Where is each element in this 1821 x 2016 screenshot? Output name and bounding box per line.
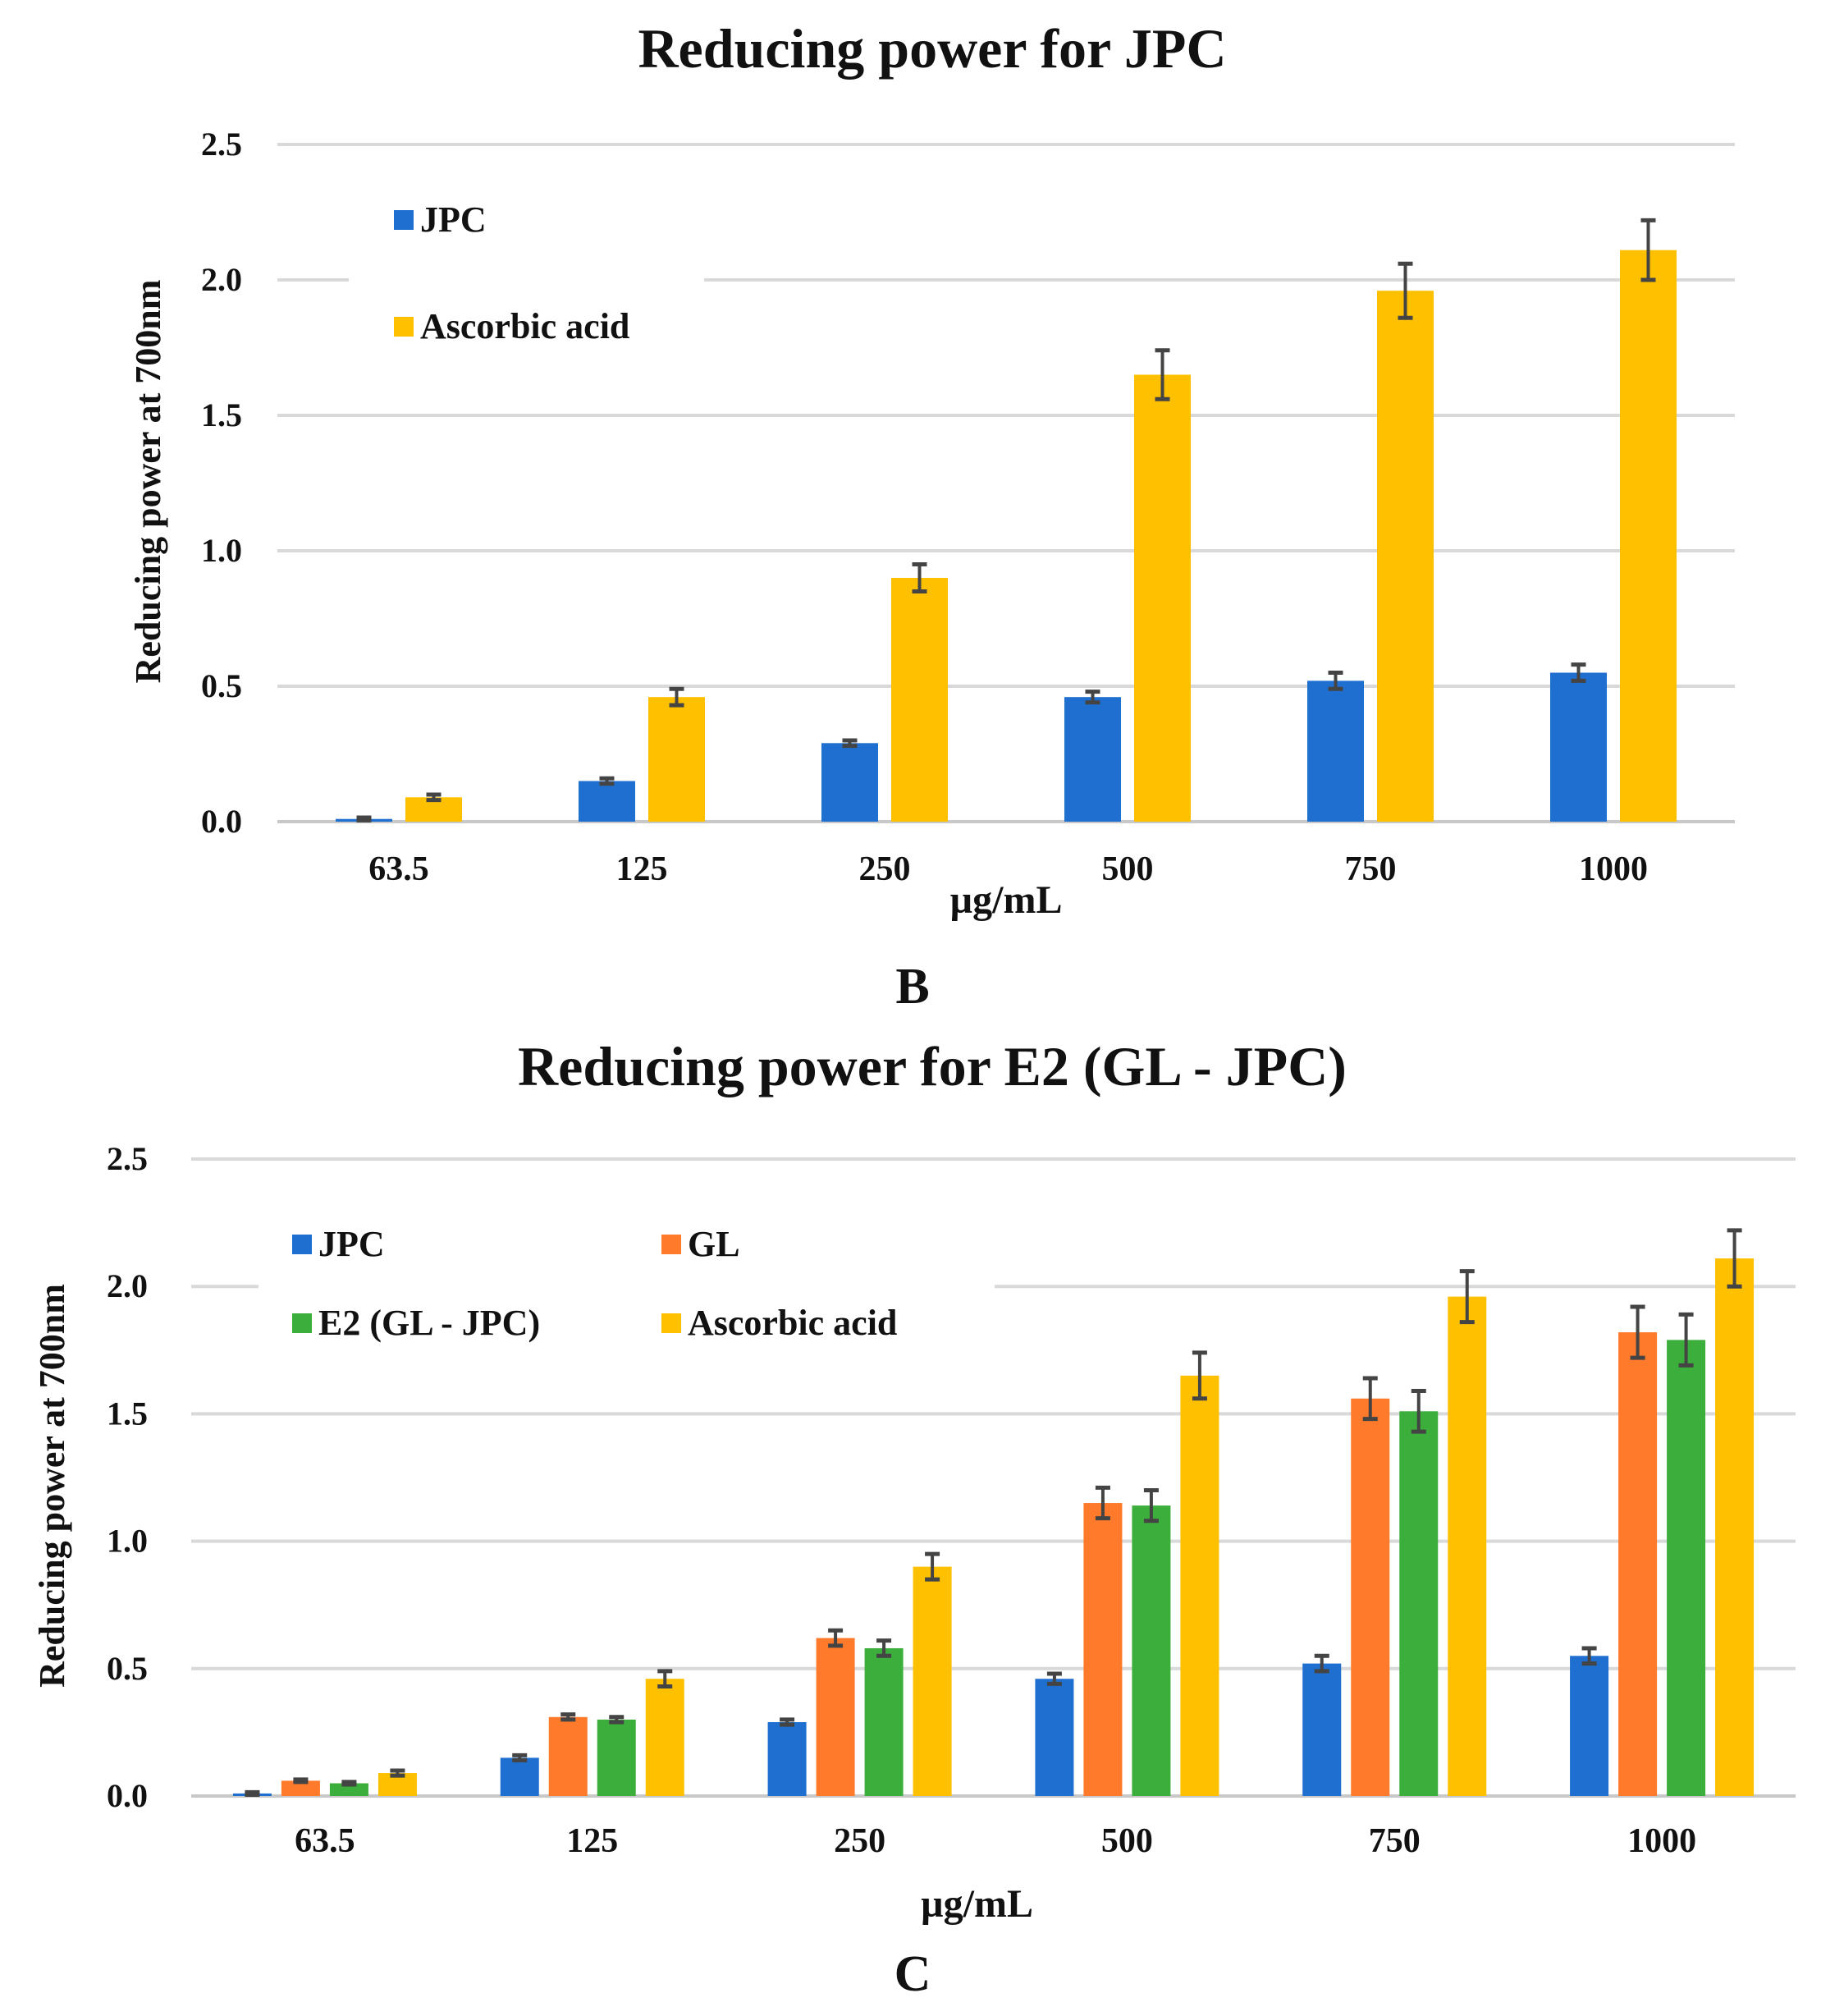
x-tick-label: 1000	[1627, 1822, 1696, 1860]
y-tick-label: 2.5	[201, 126, 242, 163]
bar-jpc	[1064, 697, 1121, 822]
bar-gl	[816, 1638, 855, 1796]
bar-e2-gl-jpc-	[864, 1647, 904, 1796]
bar-ascorbic-acid	[1180, 1375, 1219, 1796]
bar-ascorbic-acid	[1377, 291, 1434, 822]
x-tick-label: 750	[1369, 1822, 1421, 1860]
panel-label: C	[894, 1946, 931, 2002]
y-tick-label: 0.0	[201, 803, 242, 840]
y-axis-label: Reducing power at 700nm	[32, 1284, 72, 1688]
bar-gl	[1083, 1503, 1123, 1796]
legend-swatch	[394, 210, 414, 230]
bar-gl	[1351, 1398, 1390, 1796]
bar-e2-gl-jpc-	[329, 1783, 368, 1796]
chart-title: Reducing power for E2 (GL - JPC)	[518, 1035, 1347, 1097]
x-axis-label: µg/mL	[921, 1882, 1033, 1926]
legend-label: JPC	[420, 199, 487, 240]
y-tick-label: 1.5	[107, 1395, 148, 1432]
legend-swatch	[661, 1235, 681, 1254]
y-tick-label: 2.5	[107, 1140, 148, 1177]
bar-ascorbic-acid	[913, 1566, 952, 1796]
legend-label: GL	[688, 1224, 740, 1264]
x-tick-label: 125	[616, 850, 668, 888]
x-axis-label: µg/mL	[950, 878, 1063, 922]
bar-jpc	[1307, 680, 1364, 822]
chart-C: Reducing power for E2 (GL - JPC) 0.0 0.5 1.…	[32, 1035, 1796, 2002]
legend-label: JPC	[318, 1224, 385, 1264]
bar-jpc	[1570, 1656, 1609, 1796]
x-tick-label: 63.5	[295, 1822, 355, 1860]
y-tick-label: 2.0	[107, 1267, 148, 1304]
legend-label: E2 (GL - JPC)	[318, 1303, 540, 1343]
x-tick-label: 500	[1102, 850, 1154, 888]
bar-e2-gl-jpc-	[1132, 1505, 1171, 1796]
chart-title: Reducing power for JPC	[638, 17, 1226, 80]
bar-jpc	[1302, 1663, 1342, 1796]
y-axis-label: Reducing power at 700nm	[128, 280, 168, 684]
y-tick-label: 0.5	[201, 667, 242, 704]
x-tick-label: 250	[859, 850, 911, 888]
bar-jpc	[500, 1757, 539, 1796]
x-tick-label: 63.5	[368, 850, 429, 888]
x-tick-label: 750	[1345, 850, 1397, 888]
bar-gl	[281, 1780, 320, 1796]
bar-ascorbic-acid	[891, 578, 948, 822]
legend-label: Ascorbic acid	[688, 1303, 897, 1343]
legend-swatch	[292, 1313, 312, 1333]
bar-ascorbic-acid	[648, 697, 705, 822]
y-tick-label: 1.0	[107, 1523, 148, 1560]
bar-gl	[1618, 1332, 1658, 1796]
x-tick-label: 1000	[1579, 850, 1648, 888]
y-tick-label: 1.0	[201, 532, 242, 569]
bar-e2-gl-jpc-	[1399, 1411, 1439, 1796]
x-tick-label: 125	[566, 1822, 618, 1860]
bar-jpc	[579, 781, 635, 822]
bar-ascorbic-acid	[1134, 374, 1191, 822]
panel-label: B	[895, 959, 929, 1015]
bar-gl	[548, 1716, 588, 1796]
bar-jpc	[767, 1721, 807, 1796]
bar-e2-gl-jpc-	[1667, 1340, 1706, 1796]
legend-swatch	[394, 317, 414, 337]
bar-jpc	[1035, 1679, 1074, 1796]
bar-ascorbic-acid	[1620, 250, 1677, 822]
legend-label: Ascorbic acid	[420, 306, 629, 346]
bar-ascorbic-acid	[1448, 1296, 1487, 1796]
y-tick-label: 1.5	[201, 396, 242, 433]
x-tick-label: 250	[834, 1822, 885, 1860]
bar-e2-gl-jpc-	[597, 1719, 636, 1796]
legend-swatch	[661, 1313, 681, 1333]
bar-jpc	[1550, 672, 1607, 822]
chart-B: Reducing power for JPC 0.0 0.5 1.0 1.5 2.0 2.5…	[128, 17, 1735, 1015]
bar-jpc	[821, 743, 878, 822]
y-tick-label: 0.5	[107, 1650, 148, 1687]
y-tick-label: 2.0	[201, 261, 242, 298]
bar-ascorbic-acid	[645, 1679, 684, 1796]
bar-ascorbic-acid	[1715, 1258, 1755, 1796]
legend-swatch	[292, 1235, 312, 1254]
legend-background	[259, 1215, 995, 1379]
y-tick-label: 0.0	[107, 1777, 148, 1814]
x-tick-label: 500	[1101, 1822, 1153, 1860]
